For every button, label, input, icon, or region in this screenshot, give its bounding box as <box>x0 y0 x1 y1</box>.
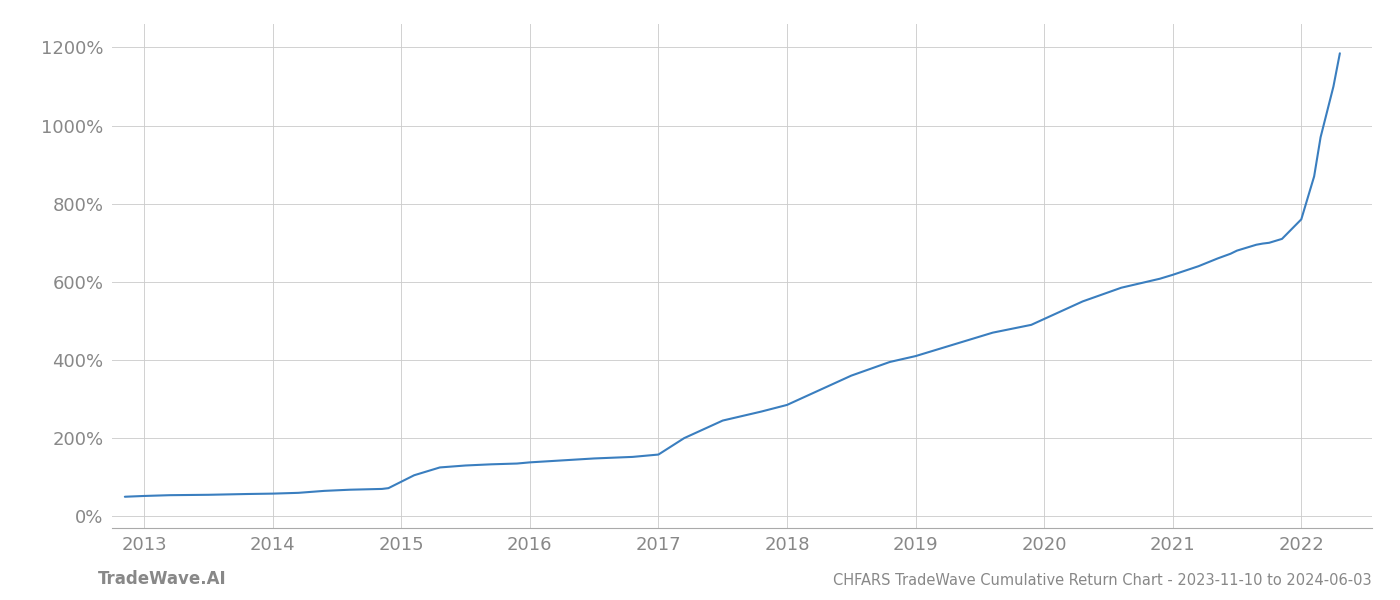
Text: CHFARS TradeWave Cumulative Return Chart - 2023-11-10 to 2024-06-03: CHFARS TradeWave Cumulative Return Chart… <box>833 573 1372 588</box>
Text: TradeWave.AI: TradeWave.AI <box>98 570 227 588</box>
